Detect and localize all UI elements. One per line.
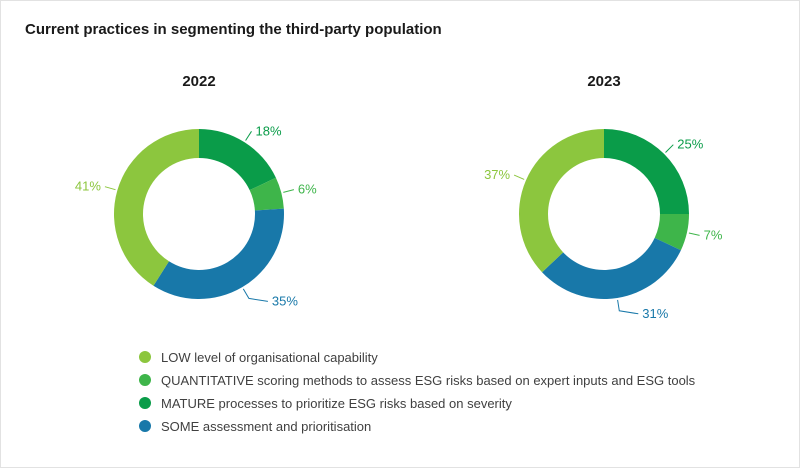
legend-dot (139, 397, 151, 409)
slice-value-label-some-2022: 35% (272, 293, 298, 308)
leader-line-mature-2023 (665, 144, 674, 153)
leader-line-quantitative-2023 (688, 232, 700, 236)
slice-some-2023 (542, 237, 681, 300)
donut-svg-2023: 25% 7% 31% 37% (484, 129, 723, 321)
legend-dot (139, 351, 151, 363)
legend: LOW level of organisational capability Q… (139, 346, 695, 438)
slice-mature-2023 (604, 129, 689, 214)
legend-label: MATURE processes to prioritize ESG risks… (161, 395, 512, 411)
donut-svg-2022: 18% 6% 35% 41% (75, 123, 317, 308)
slice-value-label-some-2023: 31% (642, 306, 668, 321)
chart-title-2023: 2023 (587, 73, 621, 90)
legend-item: MATURE processes to prioritize ESG risks… (139, 392, 695, 414)
legend-item: QUANTITATIVE scoring methods to assess E… (139, 369, 695, 391)
legend-item: SOME assessment and prioritisation (139, 415, 695, 437)
legend-item: LOW level of organisational capability (139, 346, 695, 368)
legend-label: QUANTITATIVE scoring methods to assess E… (161, 372, 696, 388)
slice-some-2022 (153, 208, 284, 300)
legend-dot (139, 420, 151, 432)
slice-quantitative-2022 (249, 177, 284, 211)
slice-value-label-quantitative-2023: 7% (704, 227, 723, 242)
slice-value-label-low-2023: 37% (484, 167, 510, 182)
page-title: Current practices in segmenting the thir… (25, 21, 442, 38)
slice-value-label-mature-2023: 25% (677, 137, 703, 152)
leader-line-mature-2022 (245, 131, 252, 141)
slice-low-2022 (113, 129, 199, 286)
leader-line-low-2023 (513, 174, 525, 180)
slice-mature-2022 (199, 129, 276, 191)
slice-low-2023 (518, 129, 604, 273)
leader-line-quantitative-2022 (283, 189, 295, 193)
slice-quantitative-2023 (654, 214, 689, 251)
legend-label: SOME assessment and prioritisation (161, 418, 372, 434)
leader-line-some-2023 (617, 299, 639, 315)
slice-value-label-mature-2022: 18% (256, 123, 282, 138)
legend-label: LOW level of organisational capability (161, 349, 378, 365)
slice-value-label-quantitative-2022: 6% (298, 182, 317, 197)
chart-title-2022: 2022 (182, 73, 216, 90)
leader-line-some-2022 (242, 288, 268, 302)
slice-value-label-low-2022: 41% (75, 179, 101, 194)
legend-dot (139, 374, 151, 386)
leader-line-low-2022 (104, 186, 116, 191)
